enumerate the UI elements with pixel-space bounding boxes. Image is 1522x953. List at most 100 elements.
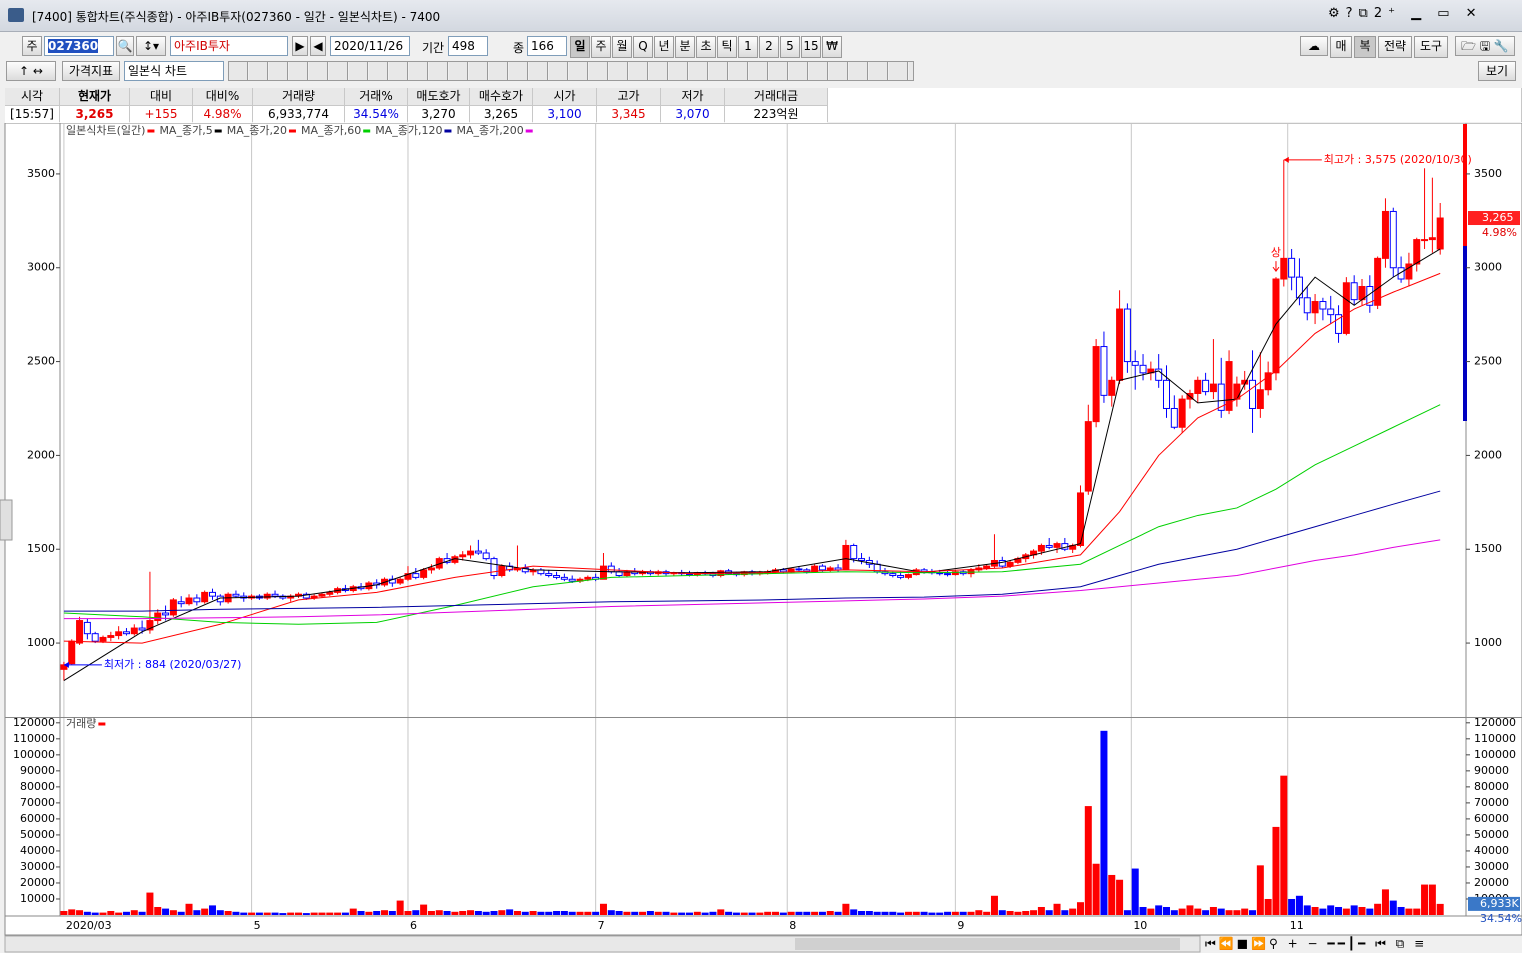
toolbar-button[interactable]: 도구: [1414, 36, 1448, 58]
volume-bar: [725, 911, 733, 915]
indicator-button[interactable]: 가격지표: [62, 61, 120, 81]
candle-body: [1084, 421, 1092, 492]
volume-bar: [779, 912, 787, 915]
volume-bar: [122, 911, 130, 915]
quote-column: 매수호가 3,265: [470, 88, 533, 123]
volume-bar: [701, 912, 709, 915]
interval-button[interactable]: Q: [633, 36, 653, 58]
volume-bar: [287, 912, 295, 915]
view-button[interactable]: 보기: [1478, 61, 1516, 81]
legend-label: 일본식차트(일간): [66, 123, 145, 137]
candle-body: [560, 576, 568, 580]
candle-body: [1428, 237, 1436, 241]
interval-button[interactable]: ₩: [822, 36, 842, 58]
candle-body: [1209, 383, 1217, 393]
volume-bar: [1178, 908, 1186, 915]
interval-button[interactable]: 월: [612, 36, 632, 58]
volume-bar: [717, 909, 725, 915]
candle-body: [107, 635, 115, 638]
volume-bar: [1366, 908, 1374, 915]
volume-bar: [1381, 889, 1389, 915]
volume-bar: [1319, 908, 1327, 915]
candle-body: [1256, 389, 1264, 409]
toolbar-button[interactable]: 복: [1354, 36, 1376, 58]
candle-body: [1092, 346, 1100, 423]
volume-bar: [216, 910, 224, 915]
volume-bar: [1076, 902, 1084, 915]
chart-kind-select[interactable]: 일본식 차트: [124, 61, 224, 81]
interval-button[interactable]: 5: [780, 36, 800, 58]
zoom-controls[interactable]: ⏮⏪■⏩⚲ + − ━━┃━ ⏮ ⧉ ≡: [1205, 936, 1427, 951]
candle-body: [412, 573, 420, 578]
cloud-button[interactable]: ☁: [1300, 36, 1328, 56]
volume-bar: [959, 911, 967, 915]
volume-bar: [1209, 906, 1217, 915]
volume-bar: [1413, 908, 1421, 915]
drawing-tools[interactable]: [228, 61, 914, 81]
volume-bar: [1116, 879, 1124, 915]
y-tick-label: 90000: [20, 764, 55, 777]
quote-value: 223억원: [725, 106, 827, 123]
toolbar-button[interactable]: 매: [1330, 36, 1352, 58]
scroll-thumb[interactable]: [795, 938, 1180, 950]
volume-bar: [232, 911, 240, 915]
interval-button[interactable]: 2: [759, 36, 779, 58]
quote-header: 거래%: [345, 88, 407, 106]
arrow-buttons[interactable]: ↑ ↔: [6, 61, 56, 81]
interval-button[interactable]: 일: [570, 36, 590, 58]
volume-bar: [224, 910, 232, 915]
volume-bar: [795, 911, 803, 915]
interval-button[interactable]: 15: [801, 36, 821, 58]
interval-button[interactable]: 주: [591, 36, 611, 58]
volume-bar: [732, 912, 740, 915]
candle-body: [467, 550, 475, 556]
period-input[interactable]: 498: [448, 36, 488, 56]
volume-bar: [1053, 903, 1061, 915]
volume-bar: [60, 910, 68, 915]
tool-icons[interactable]: 🗁 🖫 🔧: [1455, 36, 1515, 56]
y-tick-label: 3000: [1474, 261, 1502, 274]
count-input[interactable]: 166: [527, 36, 567, 56]
sort-button[interactable]: ↕▾: [136, 36, 166, 56]
date-input[interactable]: 2020/11/26: [330, 36, 410, 56]
side-toggle[interactable]: [0, 499, 13, 541]
interval-button[interactable]: 틱: [717, 36, 737, 58]
quote-blank: [828, 88, 1522, 122]
y-tick-label: 60000: [1474, 812, 1509, 825]
candle-body: [1006, 561, 1014, 567]
window-controls[interactable]: ⚙?⧉2⁺ ▁ ▭ ✕: [1328, 6, 1483, 21]
candle-body: [521, 567, 529, 573]
x-tick-label: 10: [1133, 919, 1147, 932]
candle-body: [1421, 239, 1429, 242]
candle-body: [1163, 379, 1171, 409]
y-tick-label: 110000: [1474, 732, 1516, 745]
search-button[interactable]: 🔍: [116, 36, 134, 56]
interval-button[interactable]: 초: [696, 36, 716, 58]
market-select[interactable]: 주: [22, 36, 42, 56]
volume-bar: [654, 911, 662, 915]
legend-swatch: [214, 129, 222, 133]
period-label: 기간: [422, 41, 445, 55]
candle-body: [490, 558, 498, 577]
interval-button[interactable]: 분: [675, 36, 695, 58]
x-tick-label: 8: [789, 919, 796, 932]
candle-body: [193, 597, 201, 603]
prev-button[interactable]: ◀: [310, 36, 326, 56]
y-tick-label: 100000: [1474, 748, 1516, 761]
annotation-text: 최고가 : 3,575 (2020/10/30): [1324, 153, 1472, 166]
candle-body: [1139, 364, 1147, 374]
next-button[interactable]: ▶: [292, 36, 308, 56]
candle-body: [779, 569, 787, 573]
volume-bar: [388, 910, 396, 915]
candle-body: [1350, 282, 1358, 301]
interval-button[interactable]: 년: [654, 36, 674, 58]
candle-body: [607, 565, 615, 573]
stock-code[interactable]: 027360: [48, 39, 99, 53]
toolbar-button[interactable]: 전략: [1378, 36, 1412, 58]
volume-bar: [1280, 775, 1288, 915]
candle-body: [318, 593, 326, 597]
quote-column: 시각 [15:57]: [5, 88, 60, 123]
interval-button[interactable]: 1: [738, 36, 758, 58]
quote-value: 3,270: [408, 106, 469, 123]
volume-bar: [983, 911, 991, 915]
